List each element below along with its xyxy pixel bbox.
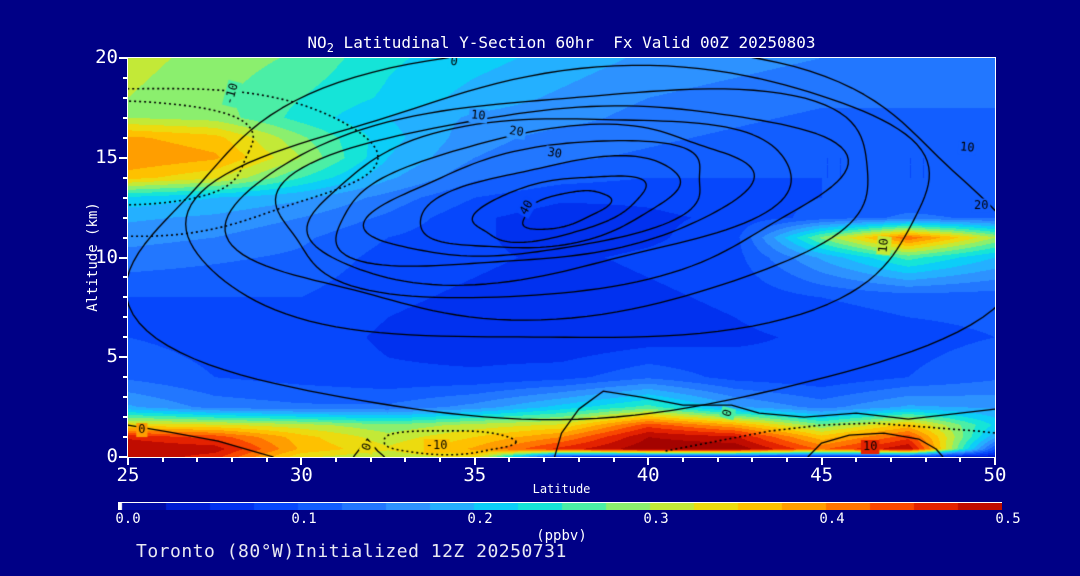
x-minor-tick [612, 458, 615, 462]
x-minor-tick [855, 458, 858, 462]
y-major-tick [119, 356, 127, 359]
run-info-text: Toronto (80°W)Initialized 12Z 20250731 [136, 541, 567, 562]
x-tick-label: 35 [463, 464, 487, 486]
x-minor-tick [265, 458, 268, 462]
x-tick-label: 25 [116, 464, 140, 486]
y-minor-tick [123, 376, 127, 379]
x-minor-tick [889, 458, 892, 462]
x-major-tick [127, 458, 129, 465]
x-tick-label: 30 [289, 464, 313, 486]
x-minor-tick [751, 458, 754, 462]
y-tick-label: 10 [95, 245, 118, 268]
y-tick-label: 5 [106, 345, 118, 368]
title-rest: Latitudinal Y-Section 60hr Fx Valid 00Z … [333, 33, 816, 52]
x-axis-label: Latitude [532, 482, 591, 496]
colorbar-tick-label: 0.2 [467, 511, 493, 527]
colorbar-units-label: (ppbv) [536, 528, 587, 544]
y-minor-tick [123, 436, 127, 439]
y-minor-tick [123, 176, 127, 179]
y-major-tick [119, 256, 127, 259]
x-major-tick [300, 458, 303, 465]
y-tick-label: 0 [106, 445, 118, 467]
x-minor-tick [508, 458, 511, 462]
x-minor-tick [577, 458, 580, 462]
page-title: NO2 Latitudinal Y-Section 60hr Fx Valid … [128, 33, 995, 55]
x-major-tick [473, 458, 476, 465]
y-minor-tick [123, 276, 127, 279]
y-minor-tick [123, 316, 127, 319]
y-minor-tick [123, 136, 127, 139]
x-minor-tick [335, 458, 338, 462]
x-minor-tick [231, 458, 234, 462]
y-minor-tick [123, 196, 127, 199]
title-subscript: 2 [326, 41, 334, 56]
y-tick-label: 15 [95, 145, 118, 168]
y-major-tick [119, 156, 127, 159]
y-minor-tick [123, 96, 127, 99]
plot-frame [127, 57, 996, 458]
x-minor-tick [161, 458, 164, 462]
colorbar-tick-label: 0.4 [819, 511, 845, 527]
y-minor-tick [123, 116, 127, 119]
colorbar-tick-label: 0.3 [643, 511, 669, 527]
x-minor-tick [369, 458, 372, 462]
x-minor-tick [785, 458, 788, 462]
x-minor-tick [959, 458, 962, 462]
y-major-tick [119, 57, 127, 59]
x-minor-tick [924, 458, 927, 462]
y-minor-tick [123, 396, 127, 399]
x-tick-label: 40 [636, 464, 660, 486]
x-minor-tick [196, 458, 199, 462]
x-major-tick [820, 458, 823, 465]
x-minor-tick [543, 458, 546, 462]
y-minor-tick [123, 336, 127, 339]
x-tick-label: 45 [810, 464, 834, 486]
y-minor-tick [123, 416, 127, 419]
y-minor-tick [123, 296, 127, 299]
y-tick-label: 20 [95, 46, 118, 68]
x-minor-tick [681, 458, 684, 462]
y-minor-tick [123, 76, 127, 79]
x-tick-label: 50 [983, 464, 1007, 486]
y-minor-tick [123, 216, 127, 219]
colorbar [118, 502, 1002, 510]
x-minor-tick [439, 458, 442, 462]
x-major-tick [647, 458, 650, 465]
y-minor-tick [123, 236, 127, 239]
colorbar-tick-label: 0.0 [115, 511, 141, 527]
title-prefix: NO [307, 33, 327, 52]
x-minor-tick [404, 458, 407, 462]
y-major-tick [119, 456, 127, 458]
x-minor-tick [716, 458, 719, 462]
contour-field-canvas [128, 58, 995, 457]
x-major-tick [994, 458, 996, 465]
colorbar-tick-label: 0.1 [291, 511, 317, 527]
colorbar-tick-label: 0.5 [995, 511, 1021, 527]
